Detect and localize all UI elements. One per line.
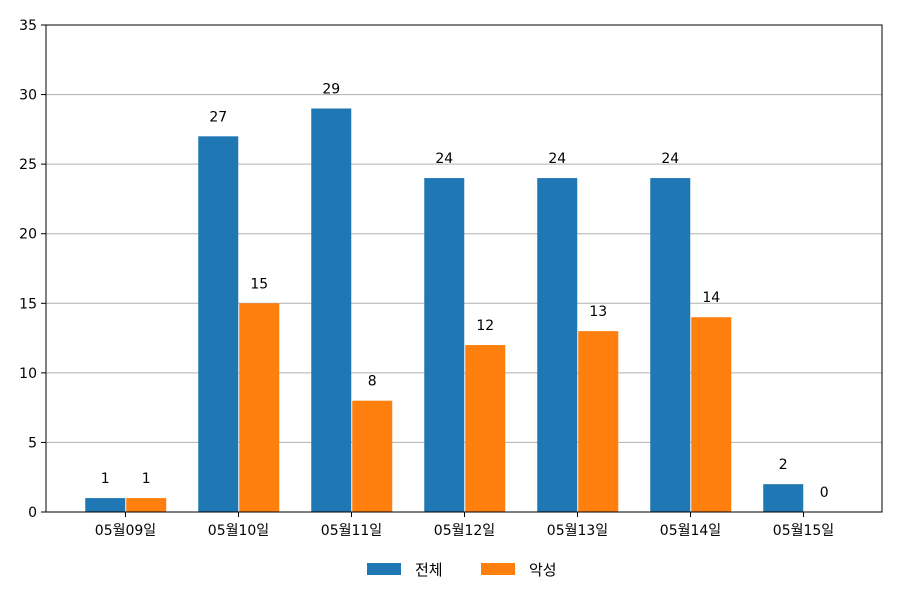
x-tick-label-1: 05월10일	[208, 523, 269, 539]
data-label-total-6: 2	[779, 457, 788, 473]
legend-swatch-total	[367, 563, 401, 575]
y-tick-label: 30	[19, 88, 37, 104]
y-tick-label: 0	[28, 505, 37, 521]
bar-malicious-5	[691, 317, 732, 512]
y-axis: 0 5 10 15 20 25 30 35	[19, 18, 46, 521]
x-tick-label-4: 05월13일	[547, 523, 608, 539]
y-tick-label: 25	[19, 157, 37, 173]
bar-total-4	[537, 178, 578, 513]
y-tick-label: 5	[28, 435, 37, 451]
x-tick-label-2: 05월11일	[321, 523, 382, 539]
bar-total-0	[85, 498, 126, 512]
data-label-total-5: 24	[661, 151, 679, 167]
y-tick-label: 20	[19, 227, 37, 243]
bar-malicious-0	[126, 498, 167, 512]
bar-total-2	[311, 108, 352, 512]
data-label-malicious-5: 14	[702, 290, 720, 306]
data-labels: 1 1 27 15 29 8 24 12 24 13 24 14 2 0	[101, 81, 829, 501]
x-tick-label-5: 05월14일	[660, 523, 721, 539]
legend-label-malicious: 악성	[529, 561, 557, 579]
bar-malicious-4	[578, 331, 619, 512]
bar-malicious-2	[352, 400, 393, 512]
bar-total-3	[424, 178, 465, 513]
legend-label-total: 전체	[415, 561, 443, 579]
bar-total-5	[650, 178, 691, 513]
bar-total-1	[198, 136, 239, 513]
data-label-malicious-6: 0	[820, 485, 829, 501]
data-label-total-3: 24	[435, 151, 453, 167]
legend: 전체 악성	[367, 561, 557, 579]
legend-swatch-malicious	[481, 563, 515, 575]
x-axis: 05월09일 05월10일 05월11일 05월12일 05월13일 05월14일 05월1…	[95, 512, 834, 539]
y-tick-label: 10	[19, 366, 37, 382]
data-label-malicious-0: 1	[142, 471, 151, 487]
data-label-total-2: 29	[322, 81, 340, 97]
x-tick-label-6: 05월15일	[773, 523, 834, 539]
data-label-malicious-3: 12	[476, 318, 494, 334]
x-tick-label-0: 05월09일	[95, 523, 156, 539]
bars	[85, 108, 804, 513]
bar-total-6	[763, 484, 804, 512]
data-label-total-4: 24	[548, 151, 566, 167]
data-label-malicious-2: 8	[368, 374, 377, 390]
y-tick-label: 35	[19, 18, 37, 34]
data-label-total-0: 1	[101, 471, 110, 487]
x-tick-label-3: 05월12일	[434, 523, 495, 539]
bar-malicious-1	[239, 303, 280, 512]
data-label-malicious-1: 15	[250, 276, 268, 292]
y-tick-label: 15	[19, 296, 37, 312]
bar-malicious-3	[465, 345, 506, 512]
data-label-malicious-4: 13	[589, 304, 607, 320]
data-label-total-1: 27	[209, 109, 227, 125]
